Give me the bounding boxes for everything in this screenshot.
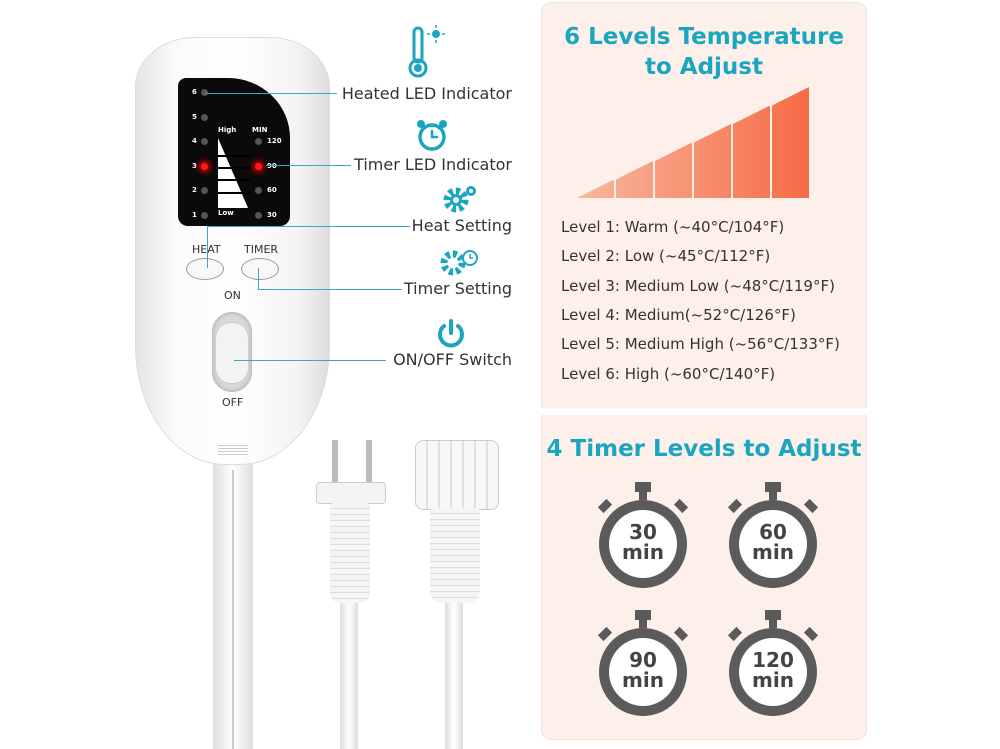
timer-header: MIN xyxy=(252,126,268,134)
cord-split xyxy=(232,470,234,749)
temperature-title-line2: to Adjust xyxy=(644,54,763,80)
heat-level-led xyxy=(201,113,208,121)
heat-level-led xyxy=(201,187,208,194)
heat-level-led xyxy=(201,162,208,170)
temperature-title-line1: 6 Levels Temperature xyxy=(564,24,844,50)
callout-line xyxy=(207,226,410,227)
timer-option-30: 30 min xyxy=(595,482,691,590)
timer-option-60: 60 min xyxy=(725,482,821,590)
temperature-level-item: Level 5: Medium High (~56°C/133°F) xyxy=(561,335,840,354)
temperature-level-item: Level 6: High (~60°C/140°F) xyxy=(561,364,776,383)
stopwatch-icon xyxy=(727,482,819,588)
callout-line xyxy=(207,226,208,268)
timer-level-led xyxy=(255,187,262,194)
temperature-level-bar xyxy=(772,87,809,198)
heat-level-number: 1 xyxy=(192,210,197,219)
us-plug xyxy=(316,482,386,504)
timer-unit: min xyxy=(622,668,664,692)
timer-value: 60 xyxy=(759,520,787,544)
heat-scale-high: High xyxy=(218,126,237,134)
vent-grille xyxy=(218,445,248,455)
timer-option-120: 120 min xyxy=(725,610,821,718)
callout-heated-led-indicator: Heated LED Indicator xyxy=(341,84,512,103)
timer-value: 120 xyxy=(752,648,794,672)
timer-level-number: 120 xyxy=(267,137,282,145)
temperature-level-item: Level 2: Low (~45°C/112°F) xyxy=(561,247,771,266)
callout-line xyxy=(205,93,337,94)
temperature-level-item: Level 4: Medium(~52°C/126°F) xyxy=(561,305,796,324)
temperature-title: 6 Levels Temperature to Adjust xyxy=(541,22,867,82)
connector-body xyxy=(430,508,480,603)
stopwatch-icon xyxy=(727,610,819,716)
callout-on-off-switch: ON/OFF Switch xyxy=(393,350,512,369)
timer-value: 90 xyxy=(629,648,657,672)
stopwatch-icon xyxy=(597,482,689,588)
connector-cord xyxy=(445,600,463,749)
gear-clock-icon xyxy=(440,250,478,276)
connector-plug xyxy=(415,440,499,510)
heat-level-number: 5 xyxy=(192,112,197,121)
timer-unit: min xyxy=(752,540,794,564)
timer-level-led xyxy=(255,162,262,170)
heat-button[interactable] xyxy=(186,258,224,280)
heat-scale-low: Low xyxy=(218,209,234,217)
temperature-level-bar xyxy=(733,105,770,198)
stopwatch-icon xyxy=(597,610,689,716)
temperature-level-item: Level 3: Medium Low (~48°C/119°F) xyxy=(561,276,835,295)
panel-divider xyxy=(541,408,867,415)
gears-icon xyxy=(443,186,476,213)
timer-level-number: 60 xyxy=(267,186,277,194)
timer-unit: min xyxy=(622,540,664,564)
off-label: OFF xyxy=(222,396,244,409)
callout-line xyxy=(234,360,386,361)
prong-left xyxy=(332,440,338,486)
on-off-switch[interactable] xyxy=(215,322,249,384)
info-panel xyxy=(541,2,867,740)
timer-value: 30 xyxy=(629,520,657,544)
heat-level-led xyxy=(201,138,208,145)
callout-line xyxy=(258,268,259,289)
plug-cord xyxy=(340,600,358,749)
callout-timer-setting: Timer Setting xyxy=(403,279,512,298)
plug-body xyxy=(330,503,370,603)
timer-level-number: 30 xyxy=(267,210,277,219)
heat-level-led xyxy=(201,89,208,96)
heat-level-number: 2 xyxy=(192,186,197,194)
heat-level-number: 4 xyxy=(192,137,197,145)
heat-button-label: HEAT xyxy=(192,243,221,256)
heat-level-triangle xyxy=(218,138,250,208)
timer-unit: min xyxy=(752,668,794,692)
callout-line xyxy=(258,289,402,290)
heat-level-number: 3 xyxy=(192,161,197,170)
timer-title: 4 Timer Levels to Adjust xyxy=(546,436,862,462)
timer-button[interactable] xyxy=(241,258,279,280)
heat-level-number: 6 xyxy=(192,88,197,96)
callout-heat-setting: Heat Setting xyxy=(411,216,512,235)
timer-level-led xyxy=(255,138,262,145)
callout-timer-led-indicator: Timer LED Indicator xyxy=(354,155,512,174)
prong-right xyxy=(366,440,372,486)
temperature-level-item: Level 1: Warm (~40°C/104°F) xyxy=(561,218,785,236)
callout-line xyxy=(266,165,351,166)
alarm-clock-icon xyxy=(417,120,447,151)
timer-option-90: 90 min xyxy=(595,610,691,718)
on-label: ON xyxy=(224,289,241,302)
timer-button-label: TIMER xyxy=(244,243,279,256)
timer-level-led xyxy=(255,211,262,219)
power-icon xyxy=(438,319,464,348)
heat-level-led xyxy=(201,211,208,219)
thermometer-sun-icon xyxy=(408,25,445,78)
